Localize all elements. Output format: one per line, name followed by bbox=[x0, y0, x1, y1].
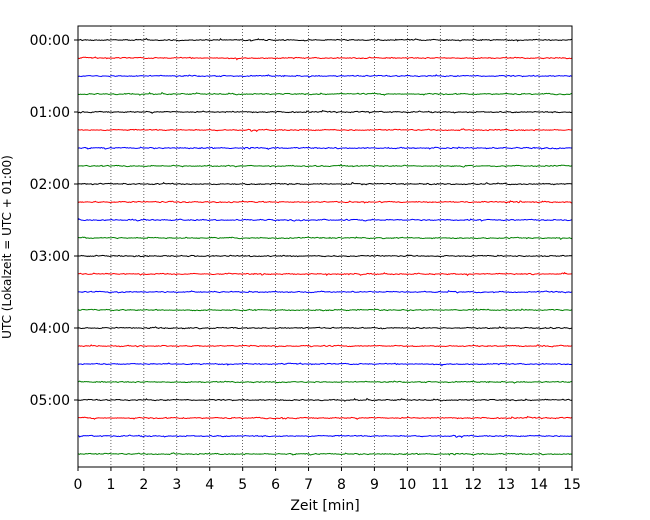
seismic-trace bbox=[77, 434, 573, 439]
seismic-trace bbox=[77, 362, 573, 367]
y-tick-label: 01:00 bbox=[30, 105, 70, 121]
seismic-trace bbox=[77, 109, 573, 114]
seismic-trace bbox=[77, 380, 573, 384]
seismic-trace bbox=[77, 397, 573, 402]
x-tick-label: 12 bbox=[464, 477, 482, 493]
seismic-trace bbox=[77, 200, 573, 204]
seismic-trace bbox=[77, 56, 573, 61]
seismic-traces bbox=[77, 37, 573, 456]
x-tick-label: 4 bbox=[205, 477, 214, 493]
grid-lines bbox=[110, 26, 540, 467]
x-tick-label: 7 bbox=[304, 477, 313, 493]
x-tick-label: 6 bbox=[271, 477, 280, 493]
seismic-trace bbox=[77, 128, 573, 133]
x-tick-label: 1 bbox=[106, 477, 115, 493]
seismic-trace bbox=[77, 326, 573, 330]
x-tick-label: 3 bbox=[172, 477, 181, 493]
x-tick-label: 14 bbox=[530, 477, 548, 493]
x-tick-label: 9 bbox=[370, 477, 379, 493]
seismic-trace bbox=[77, 290, 573, 294]
x-axis-ticks: 0 1 2 3 4 5 6 7 8 9 10 11 12 13 14 15 bbox=[74, 467, 581, 493]
y-axis-ticks: 00:00 01:00 02:00 03:00 04:00 05:00 bbox=[30, 33, 78, 409]
plot-frame bbox=[77, 25, 573, 468]
x-tick-label: 2 bbox=[139, 477, 148, 493]
seismic-trace bbox=[77, 415, 573, 420]
seismic-trace bbox=[77, 74, 573, 78]
seismic-trace bbox=[77, 164, 573, 168]
seismic-trace bbox=[77, 254, 573, 258]
x-tick-label: 15 bbox=[563, 477, 581, 493]
seismic-trace bbox=[77, 452, 573, 456]
seismic-trace bbox=[77, 218, 573, 222]
seismic-trace bbox=[77, 37, 573, 42]
y-tick-label: 04:00 bbox=[30, 321, 70, 337]
x-tick-label: 10 bbox=[398, 477, 416, 493]
seismic-trace bbox=[77, 146, 573, 150]
x-tick-label: 8 bbox=[337, 477, 346, 493]
y-tick-label: 05:00 bbox=[30, 393, 70, 409]
y-axis-label: UTC (Lokalzeit = UTC + 01:00) bbox=[0, 155, 14, 339]
seismic-trace bbox=[77, 344, 573, 348]
x-tick-label: 11 bbox=[431, 477, 449, 493]
x-axis-label: Zeit [min] bbox=[290, 498, 359, 514]
seismic-trace bbox=[77, 236, 573, 240]
seismic-trace bbox=[77, 308, 573, 312]
y-tick-label: 00:00 bbox=[30, 33, 70, 49]
seismic-trace bbox=[77, 271, 573, 277]
x-tick-label: 13 bbox=[497, 477, 515, 493]
x-tick-label: 0 bbox=[74, 477, 83, 493]
x-tick-label: 5 bbox=[238, 477, 247, 493]
y-tick-label: 02:00 bbox=[30, 177, 70, 193]
seismic-trace bbox=[77, 181, 573, 186]
seismic-trace bbox=[77, 91, 573, 96]
y-tick-label: 03:00 bbox=[30, 249, 70, 265]
